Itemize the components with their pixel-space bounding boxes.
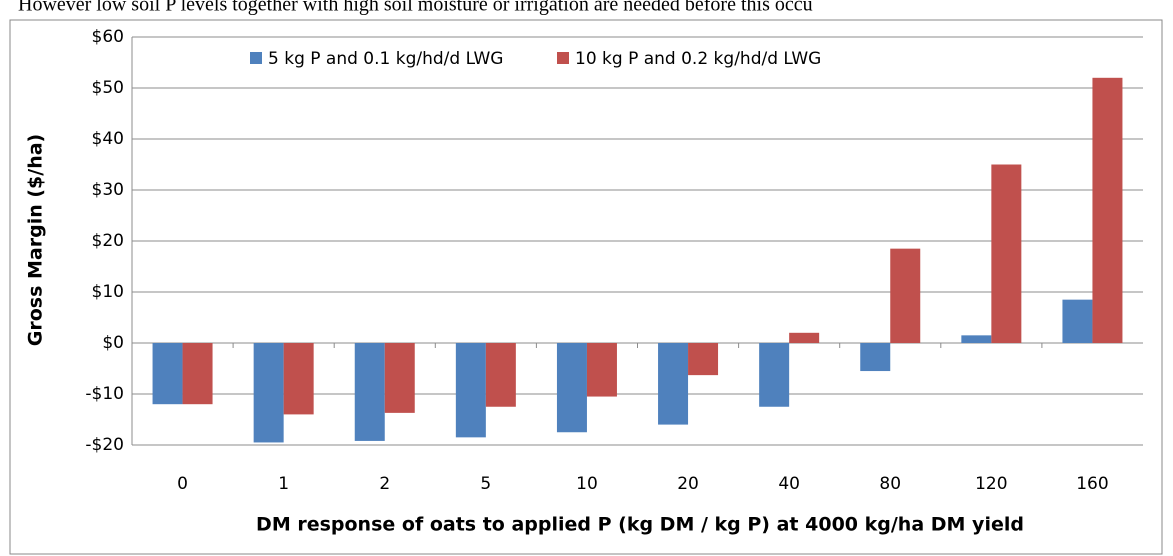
bar [759, 343, 790, 407]
legend-swatch [557, 52, 569, 64]
bar [991, 164, 1022, 343]
x-axis-title: DM response of oats to applied P (kg DM … [256, 514, 1024, 536]
bar [688, 343, 719, 376]
x-tick-label: 10 [576, 474, 598, 494]
x-tick-label: 5 [480, 474, 491, 494]
legend-label: 5 kg P and 0.1 kg/hd/d LWG [268, 49, 504, 69]
y-tick-label: -$20 [85, 435, 124, 455]
bar [556, 343, 587, 433]
bar [455, 343, 486, 438]
bar [384, 343, 415, 413]
x-tick-label: 1 [278, 474, 289, 494]
bar [860, 343, 891, 372]
x-tick-label: 40 [778, 474, 800, 494]
x-tick-label: 2 [379, 474, 390, 494]
x-tick-label: 0 [177, 474, 188, 494]
bar [283, 343, 314, 415]
bar [658, 343, 689, 425]
y-tick-label: $40 [92, 129, 124, 149]
bar [152, 343, 183, 405]
y-axis-title: Gross Margin ($/ha) [25, 134, 47, 346]
bar [890, 248, 921, 343]
legend-label: 10 kg P and 0.2 kg/hd/d LWG [575, 49, 821, 69]
bar [789, 332, 820, 343]
bar [1092, 77, 1123, 344]
lead-text: However low soil P levels together with … [18, 0, 813, 16]
x-tick-label: 120 [975, 474, 1007, 494]
bar [961, 335, 992, 343]
bar [354, 343, 385, 441]
y-tick-label: $60 [92, 27, 124, 47]
bar [485, 343, 516, 407]
y-tick-label: $0 [102, 333, 124, 353]
bar [1062, 299, 1093, 343]
y-tick-label: -$10 [85, 384, 124, 404]
bar [253, 343, 284, 443]
bar [182, 343, 213, 405]
legend-swatch [250, 52, 262, 64]
x-tick-label: 20 [677, 474, 699, 494]
y-tick-label: $50 [92, 78, 124, 98]
y-tick-label: $10 [92, 282, 124, 302]
x-tick-label: 80 [879, 474, 901, 494]
y-tick-label: $30 [92, 180, 124, 200]
y-tick-label: $20 [92, 231, 124, 251]
x-tick-label: 160 [1076, 474, 1108, 494]
bar [586, 343, 617, 397]
chart-frame [9, 19, 1163, 555]
